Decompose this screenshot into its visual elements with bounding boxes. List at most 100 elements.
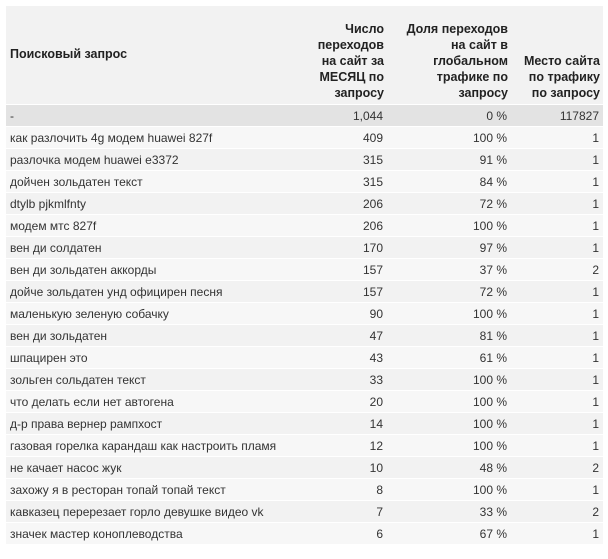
cell-query: не качает насос жук [6,457,301,479]
cell-query: маленькую зеленую собачку [6,303,301,325]
cell-query: газовая горелка карандаш как настроить п… [6,435,301,457]
cell-share: 91 % [387,149,511,171]
cell-place: 1 [511,369,603,391]
table-row: dtylb pjkmlfnty 206 72 % 1 [6,193,603,215]
cell-query: кавказец перерезает горло девушке видео … [6,501,301,523]
cell-visits: 47 [301,325,387,347]
cell-visits: 157 [301,281,387,303]
table-row: что делать если нет автогена 20 100 % 1 [6,391,603,413]
cell-query: вен ди солдатен [6,237,301,259]
table-row: вен ди зольдатен 47 81 % 1 [6,325,603,347]
column-header-query[interactable]: Поисковый запрос [6,6,301,105]
cell-place: 2 [511,457,603,479]
cell-share: 33 % [387,501,511,523]
cell-query: вен ди зольдатен аккорды [6,259,301,281]
cell-share: 97 % [387,237,511,259]
cell-query: - [6,105,301,127]
cell-place: 1 [511,479,603,501]
column-header-share[interactable]: Доля переходов на сайт в глобальном траф… [387,6,511,105]
cell-share: 0 % [387,105,511,127]
cell-place: 1 [511,215,603,237]
cell-visits: 14 [301,413,387,435]
cell-place: 117827 [511,105,603,127]
table-row: вен ди солдатен 170 97 % 1 [6,237,603,259]
cell-query: значек мастер коноплеводства [6,523,301,545]
cell-place: 1 [511,303,603,325]
cell-share: 84 % [387,171,511,193]
cell-share: 100 % [387,479,511,501]
table-row: модем мтс 827f 206 100 % 1 [6,215,603,237]
cell-visits: 12 [301,435,387,457]
cell-visits: 20 [301,391,387,413]
cell-visits: 315 [301,171,387,193]
search-queries-table: Поисковый запрос Число переходов на сайт… [6,6,603,545]
cell-query: что делать если нет автогена [6,391,301,413]
cell-query: вен ди зольдатен [6,325,301,347]
table-row: захожу я в ресторан топай топай текст 8 10… [6,479,603,501]
cell-share: 100 % [387,413,511,435]
cell-query: дойче зольдатен унд официрен песня [6,281,301,303]
table-row: газовая горелка карандаш как настроить п… [6,435,603,457]
cell-place: 1 [511,435,603,457]
table-row: разлочка модем huawei e3372 315 91 % 1 [6,149,603,171]
cell-query: шпацирен это [6,347,301,369]
cell-share: 100 % [387,369,511,391]
cell-place: 1 [511,193,603,215]
table-row: д-р права вернер рампхост 14 100 % 1 [6,413,603,435]
cell-visits: 206 [301,193,387,215]
cell-share: 72 % [387,281,511,303]
column-header-visits[interactable]: Число переходов на сайт за МЕСЯЦ по запр… [301,6,387,105]
cell-query: захожу я в ресторан топай топай текст [6,479,301,501]
cell-place: 1 [511,325,603,347]
search-queries-table-container: Поисковый запрос Число переходов на сайт… [6,6,603,545]
cell-place: 1 [511,281,603,303]
cell-place: 1 [511,347,603,369]
table-row: маленькую зеленую собачку 90 100 % 1 [6,303,603,325]
cell-visits: 33 [301,369,387,391]
cell-place: 1 [511,413,603,435]
cell-place: 1 [511,523,603,545]
cell-query: зольген сольдатен текст [6,369,301,391]
cell-share: 100 % [387,127,511,149]
cell-share: 100 % [387,303,511,325]
cell-share: 100 % [387,215,511,237]
cell-visits: 6 [301,523,387,545]
cell-share: 72 % [387,193,511,215]
cell-share: 61 % [387,347,511,369]
column-header-place[interactable]: Место сайта по трафику по запросу [511,6,603,105]
cell-place: 2 [511,501,603,523]
table-row: -1,044 0 % 117827 [6,105,603,127]
table-row: шпацирен это 43 61 % 1 [6,347,603,369]
cell-place: 1 [511,237,603,259]
table-row: дойчен зольдатен текст 315 84 % 1 [6,171,603,193]
cell-visits: 8 [301,479,387,501]
cell-share: 67 % [387,523,511,545]
cell-place: 1 [511,171,603,193]
cell-visits: 170 [301,237,387,259]
cell-query: как разлочить 4g модем huawei 827f [6,127,301,149]
table-row: дойче зольдатен унд официрен песня 157 72 … [6,281,603,303]
cell-query: модем мтс 827f [6,215,301,237]
table-row: кавказец перерезает горло девушке видео … [6,501,603,523]
cell-share: 48 % [387,457,511,479]
cell-visits: 1,044 [301,105,387,127]
cell-visits: 409 [301,127,387,149]
cell-place: 1 [511,127,603,149]
table-row: значек мастер коноплеводства 6 67 % 1 [6,523,603,545]
cell-share: 100 % [387,435,511,457]
cell-query: dtylb pjkmlfnty [6,193,301,215]
cell-query: дойчен зольдатен текст [6,171,301,193]
cell-query: разлочка модем huawei e3372 [6,149,301,171]
cell-visits: 90 [301,303,387,325]
table-row: зольген сольдатен текст 33 100 % 1 [6,369,603,391]
cell-visits: 7 [301,501,387,523]
cell-share: 100 % [387,391,511,413]
cell-place: 1 [511,391,603,413]
cell-visits: 157 [301,259,387,281]
cell-visits: 315 [301,149,387,171]
cell-place: 2 [511,259,603,281]
cell-place: 1 [511,149,603,171]
table-row: вен ди зольдатен аккорды 157 37 % 2 [6,259,603,281]
table-row: как разлочить 4g модем huawei 827f 409 100… [6,127,603,149]
cell-visits: 206 [301,215,387,237]
